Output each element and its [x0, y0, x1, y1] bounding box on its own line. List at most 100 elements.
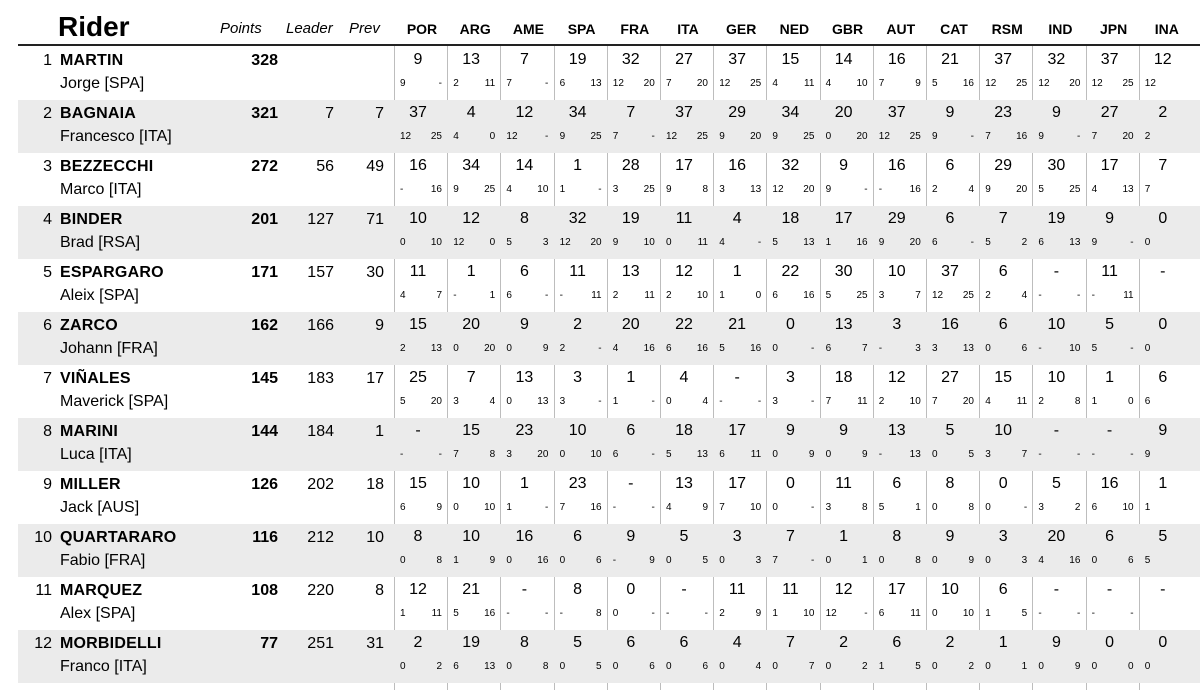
race-result-cell: 20 0 20 [448, 312, 501, 365]
sprint-points: 9 [985, 184, 991, 195]
column-divider [819, 46, 821, 690]
sprint-points: 3 [559, 396, 566, 407]
sprint-points: 1 [772, 608, 778, 619]
column-divider [872, 46, 874, 690]
sprint-points: 4 [1091, 184, 1098, 195]
race-total-points: 0 [1105, 634, 1115, 651]
rider-first-name: Franco [ITA] [60, 658, 147, 675]
race-points: 25 [856, 290, 868, 301]
race-total-points: 10 [994, 422, 1013, 439]
sprint-points: 0 [506, 555, 512, 566]
rider-last-name: ZARCO [60, 317, 118, 334]
sprint-points: - [612, 502, 617, 513]
sprint-points: 0 [985, 502, 991, 513]
rider-points: 272 [251, 158, 278, 175]
race-points: 1 [915, 502, 921, 513]
race-total-points: 34 [568, 104, 587, 121]
race-points: 11 [644, 290, 655, 301]
column-divider [553, 46, 555, 690]
sprint-points: 0 [506, 343, 512, 354]
points-column-header: Points [220, 20, 262, 37]
race-points: 0 [489, 237, 496, 248]
race-points: - [704, 608, 708, 619]
sprint-points: 6 [932, 237, 938, 248]
race-total-points: 0 [626, 581, 636, 598]
race-result-cell: 16-16 [874, 153, 927, 206]
race-total-points: 7 [1158, 157, 1168, 174]
race-result-cell: 10 2 8 [1033, 365, 1086, 418]
sprint-points: 1 [825, 237, 832, 248]
race-total-points: 27 [1100, 104, 1119, 121]
sprint-points: 7 [666, 78, 672, 89]
rider-points: 77 [260, 635, 278, 652]
race-total-points: 32 [1047, 51, 1066, 68]
race-points: - [438, 449, 442, 460]
sprint-points: 0 [400, 555, 406, 566]
race-total-points: 9 [839, 157, 849, 174]
race-points: - [651, 608, 655, 619]
race-column-header: POR [406, 21, 438, 37]
race-total-points: 11 [782, 581, 799, 598]
rider-points: 321 [251, 105, 278, 122]
race-total-points: 10 [409, 210, 427, 227]
race-total-points: 16 [728, 157, 747, 174]
sprint-points: 3 [612, 184, 619, 195]
sprint-points: 0 [825, 555, 832, 566]
race-result-cell: 27 7 20 [661, 47, 714, 100]
race-total-points: 15 [409, 475, 427, 492]
race-points: 9 [542, 343, 549, 354]
sprint-points: 1 [1144, 502, 1151, 513]
race-points: 5 [915, 661, 921, 672]
race-total-points: 11 [569, 263, 586, 280]
race-points: 10 [696, 290, 708, 301]
race-result-cell: 19 9 10 [608, 206, 661, 259]
race-total-points: - [1106, 581, 1113, 598]
race-total-points: 2 [1158, 104, 1168, 121]
table-row: 4 BINDER Brad [RSA] 201 127 71 10 0 10 12 12 0 8 5 3 32… [18, 206, 1200, 259]
race-result-cell: 10 0 10 [555, 418, 608, 471]
sprint-points: 5 [1038, 184, 1044, 195]
race-column-header: RSM [991, 21, 1023, 37]
race-result-cell: - [1140, 577, 1193, 630]
race-points: 25 [750, 78, 762, 89]
race-total-points: 37 [675, 104, 693, 121]
rider-last-name: ESPARGARO [60, 264, 164, 281]
sprint-points: 0 [666, 555, 672, 566]
rider-position: 2 [43, 105, 52, 122]
sprint-points: 0 [772, 502, 778, 513]
race-points: 4 [702, 396, 708, 407]
race-total-points: 1 [839, 528, 849, 545]
race-total-points: 2 [573, 316, 583, 333]
race-result-cell: 13 6 7 [821, 312, 874, 365]
race-result-cell: 29 9 20 [874, 206, 927, 259]
race-points: - [757, 237, 762, 248]
sprint-points: 2 [878, 396, 885, 407]
sprint-points: 0 [559, 555, 566, 566]
race-total-points: 16 [887, 157, 906, 174]
sprint-points: 4 [825, 78, 832, 89]
race-points: 20 [856, 131, 868, 142]
sprint-points: 3 [985, 449, 991, 460]
race-points: 13 [430, 343, 442, 354]
gap-to-previous: 9 [375, 317, 384, 334]
race-points: - [598, 396, 602, 407]
race-result-cell: 11 2 9 [714, 577, 767, 630]
sprint-points: 12 [772, 184, 784, 195]
rider-last-name: VIÑALES [60, 370, 131, 387]
race-points: 9 [702, 502, 708, 513]
race-points: - [1077, 290, 1081, 301]
gap-to-leader: 127 [307, 211, 334, 228]
sprint-points: 12 [1091, 78, 1103, 89]
race-total-points: 18 [675, 422, 693, 439]
sprint-points: 2 [559, 343, 566, 354]
race-points: - [545, 131, 549, 142]
race-column-header: FRA [620, 21, 650, 37]
race-points: 20 [696, 78, 708, 89]
race-total-points: 8 [519, 210, 529, 227]
race-total-points: 6 [998, 316, 1008, 333]
